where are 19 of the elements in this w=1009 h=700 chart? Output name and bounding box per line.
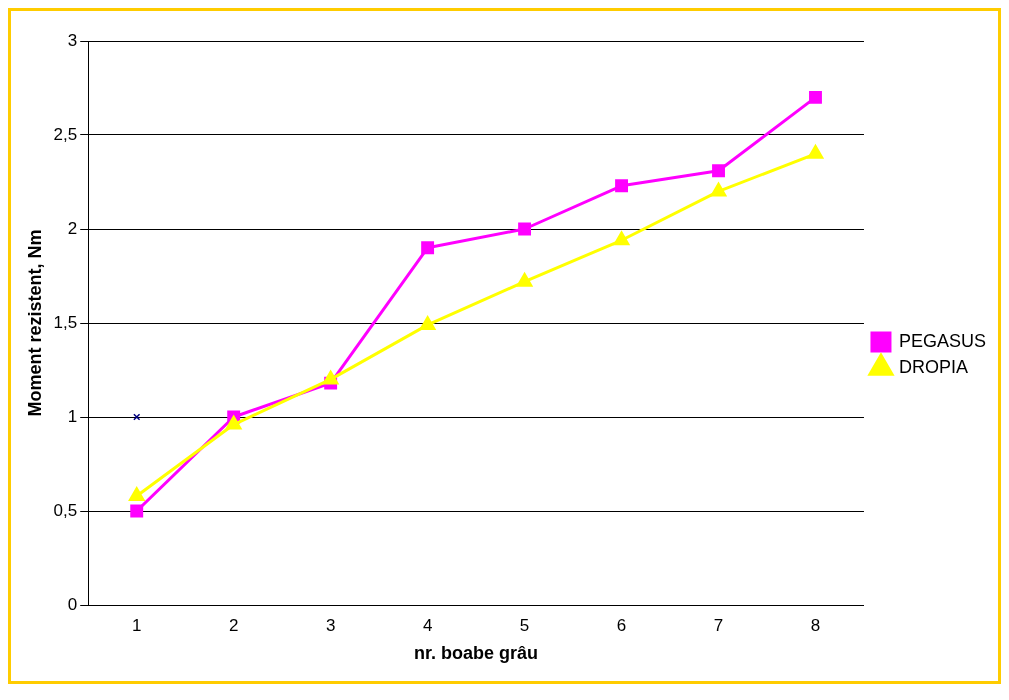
x-tick-label: 1 [131, 615, 142, 635]
x-tick-label: 6 [616, 615, 627, 635]
y-axis-title: Moment rezistent, Nm [24, 229, 45, 417]
legend-label: DROPIA [898, 356, 968, 377]
y-tick-label: 1,5 [53, 312, 78, 332]
legend-label: PEGASUS [898, 330, 986, 351]
x-tick-label: 4 [422, 615, 433, 635]
x-tick-label: 8 [810, 615, 821, 635]
y-tick-label: 2 [67, 218, 78, 238]
x-tick-label: 5 [519, 615, 530, 635]
y-tick-label: 2,5 [53, 124, 78, 144]
x-tick-label: 7 [713, 615, 724, 635]
y-tick-label: 0,5 [53, 500, 78, 520]
y-tick-label: 1 [67, 406, 78, 426]
y-tick-label: 3 [67, 30, 78, 50]
x-tick-label: 2 [228, 615, 239, 635]
y-tick-label: 0 [67, 594, 78, 614]
x-tick-label: 3 [325, 615, 336, 635]
x-axis-title: nr. boabe grâu [414, 643, 539, 664]
